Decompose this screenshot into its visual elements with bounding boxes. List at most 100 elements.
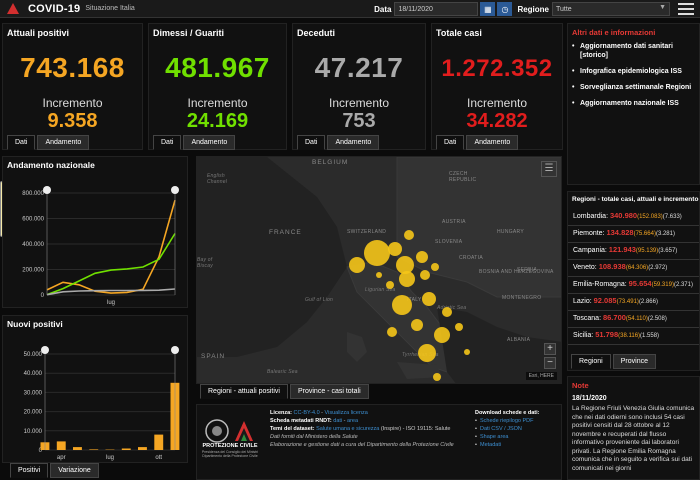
y-tick-label: 400.000 <box>22 242 44 248</box>
region-bubble[interactable] <box>433 373 441 381</box>
map-label-albania: ALBANIA <box>507 337 531 343</box>
region-bubble[interactable] <box>387 327 397 337</box>
info-link[interactable]: Sorveglianza settimanale Regioni <box>572 83 698 92</box>
region-bubble[interactable] <box>404 230 414 240</box>
region-bubble[interactable] <box>396 256 414 274</box>
range-handle[interactable] <box>171 346 179 354</box>
region-bubble[interactable] <box>442 307 452 317</box>
temi-link[interactable]: Salute umana e sicurezza <box>316 426 380 432</box>
tab-variazione[interactable]: Variazione <box>50 463 99 478</box>
stat-value: 1.272.352 <box>441 55 553 82</box>
x-tick-label: lug <box>106 455 114 461</box>
x-tick-label: lug <box>107 300 115 306</box>
info-links-title: Altri dati e informazioni <box>572 28 656 37</box>
trend-chart: 800.000 600.000 400.000 200.000 0 lug <box>22 186 179 306</box>
tab-province-casi-totali[interactable]: Province - casi totali <box>289 384 369 399</box>
map-label-switzerland: SWITZERLAND <box>347 229 387 235</box>
region-ranking-item[interactable]: Lazio: 92.085(73.491)(2.866) <box>568 294 699 311</box>
download-link[interactable]: Schede riepilogo PDF <box>475 417 561 425</box>
view-license-link[interactable]: Visualizza licenza <box>324 410 368 416</box>
tab-regioni-attuali-positivi[interactable]: Regioni - attuali positivi <box>200 384 288 399</box>
region-bubble[interactable] <box>431 263 439 271</box>
rndt-area-link[interactable]: area <box>347 418 359 424</box>
region-bubble[interactable] <box>420 270 430 280</box>
range-handle[interactable] <box>41 346 49 354</box>
region-ranking-item[interactable]: Lombardia: 340.980(152.083)(7.633) <box>568 209 699 226</box>
note-date: 18/11/2020 <box>572 395 607 402</box>
map-label-gulf-lion: Gulf of Lion <box>305 297 333 303</box>
license-link[interactable]: CC-BY-4.0 <box>293 410 320 416</box>
tab-dati[interactable]: Dati <box>153 135 182 150</box>
zoom-in-button[interactable]: + <box>544 343 556 355</box>
info-link[interactable]: Aggiornamento dati sanitari [storico] <box>572 42 698 60</box>
region-ranking-value: Sicilia: <box>573 332 596 339</box>
date-input[interactable] <box>394 2 479 16</box>
legend-list-icon[interactable]: ☰ <box>541 161 557 177</box>
tab-andamento[interactable]: Andamento <box>466 135 519 150</box>
region-ranking-value: 86.700 <box>602 313 626 322</box>
region-ranking-value: 51.798 <box>595 330 619 339</box>
download-link[interactable]: Metadati <box>475 441 561 449</box>
region-bubble[interactable] <box>464 349 470 355</box>
download-link[interactable]: Dati CSV / JSON <box>475 425 561 433</box>
region-select[interactable]: Tutte ▼ <box>552 2 670 16</box>
clock-icon[interactable]: ◷ <box>497 2 513 16</box>
region-bubble[interactable] <box>386 281 394 289</box>
menu-icon[interactable] <box>678 3 694 15</box>
region-bubble[interactable] <box>418 344 436 362</box>
download-title: Download schede e dati: <box>475 410 540 416</box>
region-bubble[interactable] <box>392 295 412 315</box>
tab-regioni[interactable]: Regioni <box>571 354 611 369</box>
rndt-dati-link[interactable]: dati <box>333 418 343 424</box>
italy-map[interactable]: BELGIUM CZECH REPUBLIC English Channel FRAN… <box>196 156 562 384</box>
region-ranking-value: Piemonte: <box>573 230 607 237</box>
tab-dati[interactable]: Dati <box>7 135 36 150</box>
tab-positivi[interactable]: Positivi <box>10 463 49 478</box>
region-bubble[interactable] <box>434 327 450 343</box>
new-positive-chart-title: Nuovi positivi <box>7 319 63 329</box>
region-ranking-value: 121.943 <box>608 245 636 254</box>
note-panel: Note 18/11/2020 La Regione Friuli Venezi… <box>567 376 700 480</box>
region-bubble[interactable] <box>455 323 463 331</box>
calendar-icon[interactable]: ▦ <box>480 2 496 16</box>
tab-province[interactable]: Province <box>612 354 656 369</box>
trend-chart-panel: 800.000 600.000 400.000 200.000 0 lug Andamen… <box>2 156 188 308</box>
region-ranking-value: (7.633) <box>662 214 682 220</box>
region-ranking-item[interactable]: Toscana: 86.700(54.110)(2.508) <box>568 311 699 328</box>
region-bubble[interactable] <box>364 240 390 266</box>
stat-dimessi-guariti: Dimessi / Guariti 481.967 Incremento 24.… <box>148 23 287 150</box>
info-link[interactable]: Infografica epidemiologica ISS <box>572 67 698 76</box>
stat-value: 743.168 <box>20 52 125 83</box>
y-tick-label: 600.000 <box>22 217 44 223</box>
region-bubble[interactable] <box>416 251 428 263</box>
region-ranking-item[interactable]: Veneto: 108.938(64.306)(2.972) <box>568 260 699 277</box>
protezione-civile-subtitle: Presidenza del Consiglio dei Ministri Di… <box>201 450 259 458</box>
region-bubble[interactable] <box>349 257 365 273</box>
region-ranking-value: (1.558) <box>640 333 660 339</box>
range-handle[interactable] <box>171 186 179 194</box>
region-bubble[interactable] <box>411 319 423 331</box>
region-bubble[interactable] <box>376 272 382 278</box>
info-link[interactable]: Aggiornamento nazionale ISS <box>572 99 698 108</box>
tab-andamento[interactable]: Andamento <box>183 135 236 150</box>
map-attribution: Esri, HERE <box>525 372 557 380</box>
tab-andamento[interactable]: Andamento <box>327 135 380 150</box>
region-bubble[interactable] <box>399 271 415 287</box>
stat-increment-label: Incremento <box>328 96 390 110</box>
app-subtitle: Situazione Italia <box>85 5 135 12</box>
range-handle[interactable] <box>43 186 51 194</box>
region-bubble[interactable] <box>422 292 436 306</box>
region-bubble[interactable] <box>388 242 402 256</box>
download-link[interactable]: Shape area <box>475 433 561 441</box>
region-ranking-item[interactable]: Sicilia: 51.798(38.116)(1.558) <box>568 328 699 345</box>
region-ranking-item[interactable]: Campania: 121.943(95.139)(3.657) <box>568 243 699 260</box>
tab-andamento[interactable]: Andamento <box>37 135 90 150</box>
tab-dati[interactable]: Dati <box>436 135 465 150</box>
zoom-out-button[interactable]: − <box>544 357 556 369</box>
map-label-adriatic: Adriatic Sea <box>437 305 467 311</box>
region-ranking-value: (152.083) <box>637 214 663 220</box>
tab-dati[interactable]: Dati <box>297 135 326 150</box>
region-ranking-item[interactable]: Piemonte: 134.828(75.664)(3.281) <box>568 226 699 243</box>
region-ranking-item[interactable]: Emilia-Romagna: 95.654(59.319)(2.371) <box>568 277 699 294</box>
region-ranking-value: (64.306) <box>625 265 649 271</box>
